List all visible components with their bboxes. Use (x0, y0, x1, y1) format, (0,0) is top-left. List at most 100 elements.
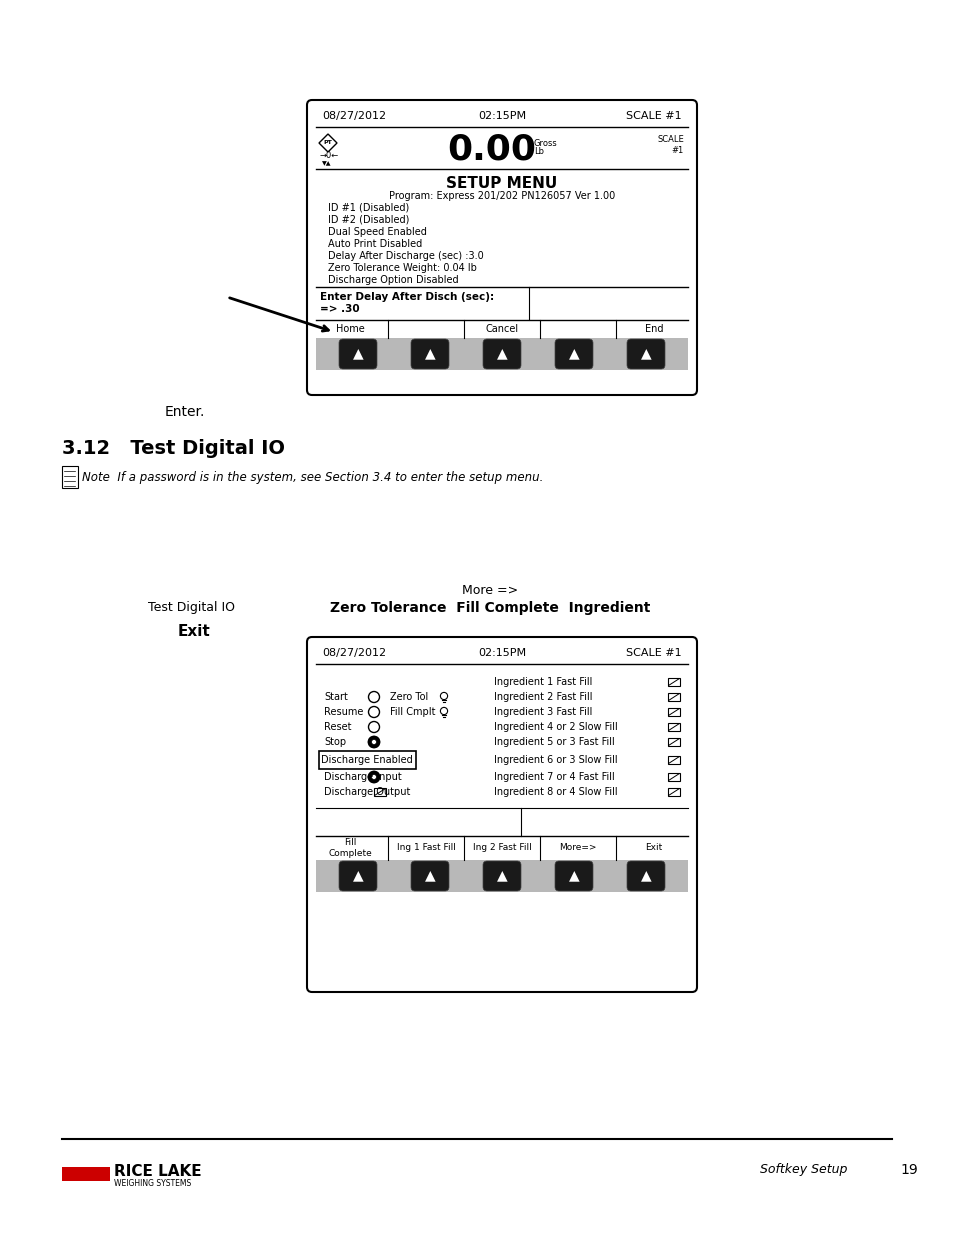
Text: Resume: Resume (324, 706, 363, 718)
Text: 0.00: 0.00 (447, 132, 536, 165)
Text: ▲: ▲ (568, 868, 578, 882)
Text: ▲: ▲ (497, 868, 507, 882)
Text: Delay After Discharge (sec) :3.0: Delay After Discharge (sec) :3.0 (328, 251, 483, 261)
Text: ID #2 (Disabled): ID #2 (Disabled) (328, 215, 409, 225)
Bar (315, 338, 687, 370)
Text: Discharge Option Disabled: Discharge Option Disabled (328, 275, 458, 285)
Circle shape (440, 708, 447, 715)
Text: Cancel: Cancel (485, 324, 518, 333)
Text: Ing 1 Fast Fill: Ing 1 Fast Fill (396, 844, 455, 852)
Text: Note  If a password is in the system, see Section 3.4 to enter the setup menu.: Note If a password is in the system, see… (82, 472, 543, 484)
Bar (667, 693, 679, 701)
Text: Ingredient 8 or 4 Slow Fill: Ingredient 8 or 4 Slow Fill (494, 787, 618, 797)
Circle shape (371, 774, 376, 779)
Text: PT: PT (323, 141, 332, 146)
Text: Ingredient 1 Fast Fill: Ingredient 1 Fast Fill (494, 677, 592, 687)
Text: Auto Print Disabled: Auto Print Disabled (328, 240, 422, 249)
Text: ▲: ▲ (640, 346, 651, 359)
Text: Ingredient 4 or 2 Slow Fill: Ingredient 4 or 2 Slow Fill (494, 722, 618, 732)
Text: Program: Express 201/202 PN126057 Ver 1.00: Program: Express 201/202 PN126057 Ver 1.… (389, 191, 615, 201)
Text: Ingredient 5 or 3 Fast Fill: Ingredient 5 or 3 Fast Fill (494, 737, 615, 747)
Text: 08/27/2012: 08/27/2012 (322, 111, 386, 121)
FancyBboxPatch shape (626, 338, 664, 369)
FancyBboxPatch shape (555, 861, 593, 890)
Text: SETUP MENU: SETUP MENU (446, 175, 558, 190)
Circle shape (368, 772, 379, 783)
Text: ▲: ▲ (424, 868, 435, 882)
FancyBboxPatch shape (411, 338, 449, 369)
Text: Test Digital IO: Test Digital IO (148, 601, 234, 615)
Text: Discharge Output: Discharge Output (324, 787, 410, 797)
Text: Zero Tolerance  Fill Complete  Ingredient: Zero Tolerance Fill Complete Ingredient (330, 601, 650, 615)
Text: Stop: Stop (324, 737, 346, 747)
Text: Enter.: Enter. (165, 405, 205, 419)
Text: Home: Home (335, 324, 364, 333)
Bar (315, 860, 687, 892)
Text: SCALE
#1: SCALE #1 (657, 135, 683, 156)
FancyBboxPatch shape (338, 861, 376, 890)
Bar (667, 722, 679, 731)
Circle shape (368, 736, 379, 747)
FancyBboxPatch shape (482, 338, 520, 369)
Text: →0←: →0← (319, 151, 339, 159)
Text: Exit: Exit (644, 844, 662, 852)
Text: WEIGHING SYSTEMS: WEIGHING SYSTEMS (113, 1178, 191, 1188)
FancyBboxPatch shape (555, 338, 593, 369)
Bar (62, 466, 78, 488)
FancyBboxPatch shape (626, 861, 664, 890)
Circle shape (368, 692, 379, 703)
FancyBboxPatch shape (307, 637, 697, 992)
Text: ▲: ▲ (353, 346, 363, 359)
Text: ▲: ▲ (568, 346, 578, 359)
Text: ▲: ▲ (497, 346, 507, 359)
Circle shape (440, 693, 447, 699)
Text: Discharge Enabled: Discharge Enabled (321, 755, 413, 764)
Text: End: End (644, 324, 662, 333)
FancyBboxPatch shape (318, 751, 416, 769)
Text: Dual Speed Enabled: Dual Speed Enabled (328, 227, 426, 237)
FancyBboxPatch shape (411, 861, 449, 890)
Bar (374, 788, 386, 797)
Text: Exit: Exit (178, 625, 211, 640)
Text: More=>: More=> (558, 844, 597, 852)
Text: Start: Start (324, 692, 348, 701)
Bar (667, 708, 679, 716)
Circle shape (371, 740, 376, 745)
Text: SCALE #1: SCALE #1 (626, 111, 681, 121)
Text: SCALE #1: SCALE #1 (626, 648, 681, 658)
Text: Zero Tol: Zero Tol (390, 692, 428, 701)
Text: ID #1 (Disabled): ID #1 (Disabled) (328, 203, 409, 212)
Text: 02:15PM: 02:15PM (477, 648, 525, 658)
Text: ▼▲: ▼▲ (322, 162, 331, 167)
Text: Zero Tolerance Weight: 0.04 lb: Zero Tolerance Weight: 0.04 lb (328, 263, 476, 273)
Circle shape (368, 706, 379, 718)
Text: ▲: ▲ (424, 346, 435, 359)
Text: 19: 19 (899, 1163, 917, 1177)
Text: Ingredient 3 Fast Fill: Ingredient 3 Fast Fill (494, 706, 592, 718)
Text: RICE LAKE: RICE LAKE (113, 1163, 201, 1178)
Text: 3.12   Test Digital IO: 3.12 Test Digital IO (62, 438, 285, 457)
FancyBboxPatch shape (307, 100, 697, 395)
Text: Discharge Input: Discharge Input (324, 772, 401, 782)
Bar (667, 737, 679, 746)
Bar (667, 756, 679, 764)
Text: ▲: ▲ (353, 868, 363, 882)
Text: Ingredient 7 or 4 Fast Fill: Ingredient 7 or 4 Fast Fill (494, 772, 615, 782)
Text: ▲: ▲ (640, 868, 651, 882)
Text: 08/27/2012: 08/27/2012 (322, 648, 386, 658)
Text: Reset: Reset (324, 722, 351, 732)
Polygon shape (318, 135, 336, 152)
Circle shape (368, 721, 379, 732)
Bar (667, 678, 679, 687)
Text: Softkey Setup: Softkey Setup (760, 1163, 846, 1177)
FancyBboxPatch shape (338, 338, 376, 369)
Text: Enter Delay After Disch (sec):: Enter Delay After Disch (sec): (319, 291, 494, 303)
Text: More =>: More => (461, 583, 517, 597)
Text: Fill
Complete: Fill Complete (328, 839, 372, 857)
Bar (62, 1167, 110, 1181)
Bar (667, 788, 679, 797)
Text: Ingredient 6 or 3 Slow Fill: Ingredient 6 or 3 Slow Fill (494, 755, 618, 764)
Bar (667, 773, 679, 782)
Text: Fill CmpIt: Fill CmpIt (390, 706, 435, 718)
Text: Ing 2 Fast Fill: Ing 2 Fast Fill (472, 844, 531, 852)
